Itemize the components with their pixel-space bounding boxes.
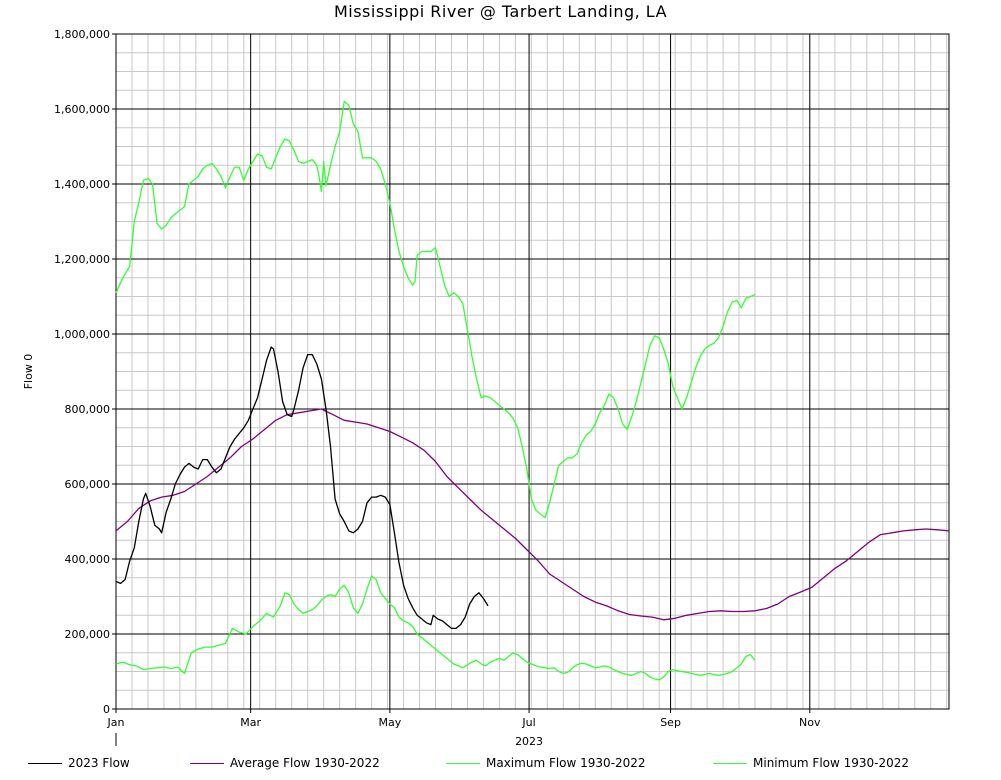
legend-label: Average Flow 1930-2022 bbox=[230, 756, 380, 770]
y-tick-label: 400,000 bbox=[65, 553, 111, 566]
x-tick-label: Jul bbox=[521, 716, 535, 729]
legend-item: Minimum Flow 1930-2022 bbox=[713, 756, 909, 770]
x-tick-label: Jan bbox=[107, 716, 125, 729]
y-tick-label: 1,800,000 bbox=[54, 28, 110, 41]
plot-frame bbox=[115, 33, 950, 710]
legend-label: Minimum Flow 1930-2022 bbox=[753, 756, 910, 770]
y-tick-label: 800,000 bbox=[65, 403, 111, 416]
x-tick-label: Nov bbox=[799, 716, 821, 729]
chart-title: Mississippi River @ Tarbert Landing, LA bbox=[333, 2, 668, 21]
x-tick-label: Sep bbox=[660, 716, 681, 729]
x-tick-label: Mar bbox=[240, 716, 261, 729]
x-axis-label: 2023 bbox=[515, 735, 543, 748]
x-tick-label: May bbox=[378, 716, 401, 729]
y-axis-label: Flow 0 bbox=[22, 354, 35, 390]
y-tick-label: 1,400,000 bbox=[54, 178, 110, 191]
grid-layer bbox=[115, 33, 949, 710]
legend-label: 2023 Flow bbox=[68, 756, 130, 770]
legend-label: Maximum Flow 1930-2022 bbox=[486, 756, 646, 770]
series-line-average-flow-1930-2022 bbox=[115, 408, 950, 621]
y-tick-label: 600,000 bbox=[65, 478, 111, 491]
legend-item: 2023 Flow bbox=[28, 756, 130, 770]
series-line-2023-flow bbox=[115, 346, 489, 630]
y-tick-label: 0 bbox=[103, 703, 110, 716]
y-tick-label: 1,600,000 bbox=[54, 103, 110, 116]
legend-item: Average Flow 1930-2022 bbox=[190, 756, 380, 770]
legend-swatch bbox=[190, 763, 224, 764]
legend-swatch bbox=[713, 763, 747, 764]
axes-layer bbox=[112, 33, 950, 746]
labels-layer: 0 200,000 400,000 600,000 800,000 1,000,000 1,… bbox=[22, 28, 821, 748]
legend-item: Maximum Flow 1930-2022 bbox=[446, 756, 646, 770]
series-line-maximum-flow-1930-2022 bbox=[115, 100, 756, 519]
series-layer bbox=[115, 100, 950, 681]
legend-swatch bbox=[28, 763, 62, 764]
legend-swatch bbox=[446, 763, 480, 764]
chart-legend: 2023 Flow Average Flow 1930-2022 Maximum F… bbox=[0, 756, 1001, 776]
y-tick-label: 1,000,000 bbox=[54, 328, 110, 341]
y-tick-label: 1,200,000 bbox=[54, 253, 110, 266]
series-line-minimum-flow-1930-2022 bbox=[115, 575, 756, 681]
y-tick-label: 200,000 bbox=[65, 628, 111, 641]
